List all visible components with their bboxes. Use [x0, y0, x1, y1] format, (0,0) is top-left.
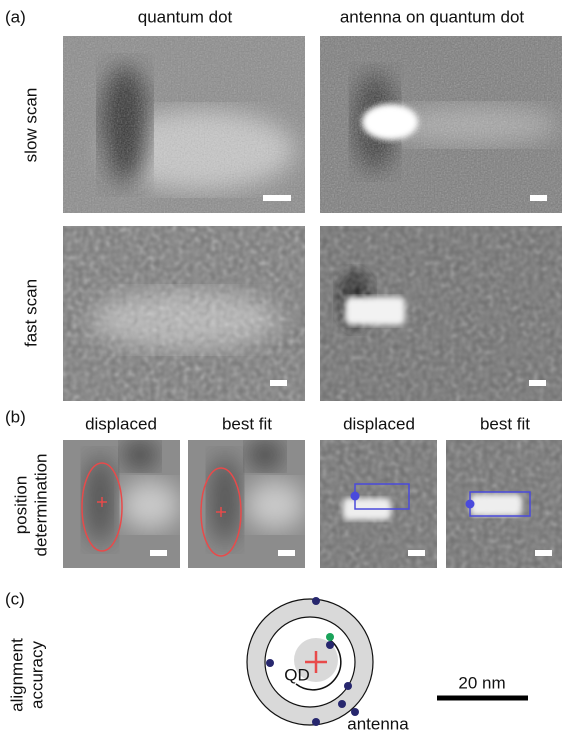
panel-label: (b) [5, 407, 26, 426]
column-title: displaced [343, 414, 415, 433]
figure: (a) quantum dot antenna on quantum dot s… [0, 0, 563, 735]
scale-bar-label: 20 nm [458, 673, 505, 692]
image-fit-antenna-displaced [320, 440, 437, 568]
row-label: slow scan [21, 88, 40, 163]
image-fit-qd-best [188, 440, 305, 568]
column-title: displaced [85, 414, 157, 433]
row-label: determination [31, 453, 50, 556]
image-fit-qd-displaced [63, 440, 180, 568]
page: {"panels": { "a": {"label": "(a)", "colu… [0, 0, 563, 735]
column-title: quantum dot [138, 7, 233, 26]
panel-label: (c) [5, 589, 25, 608]
column-title: best fit [222, 414, 272, 433]
antenna-label: antenna [347, 714, 409, 733]
qd-label: QD [284, 665, 310, 684]
panel-label: (a) [5, 7, 26, 26]
row-label: alignment [7, 638, 26, 712]
image-slow-antenna [320, 36, 562, 213]
column-title: antenna on quantum dot [340, 7, 525, 26]
image-fast-antenna [320, 226, 562, 401]
column-title: best fit [480, 414, 530, 433]
image-slow-qd [63, 36, 305, 213]
row-label: accuracy [27, 640, 46, 709]
row-label: position [11, 476, 30, 535]
image-fit-antenna-best [446, 440, 562, 568]
accuracy-diagram [247, 597, 373, 726]
row-label: fast scan [21, 279, 40, 347]
image-fast-qd [63, 226, 305, 401]
